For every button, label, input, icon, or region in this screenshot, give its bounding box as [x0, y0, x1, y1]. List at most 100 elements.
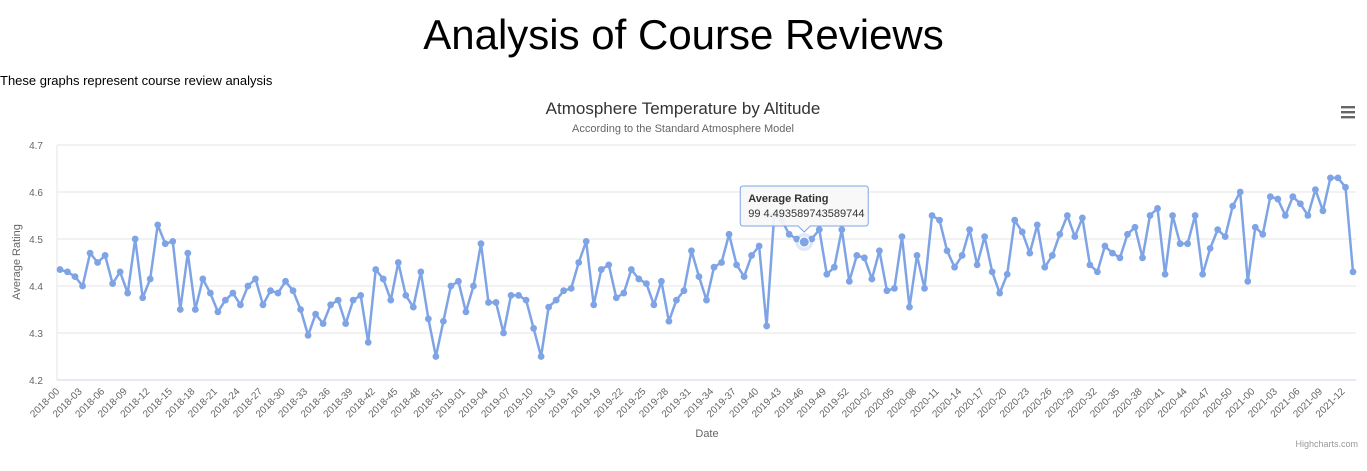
data-point[interactable]: [868, 275, 876, 283]
data-point[interactable]: [447, 282, 455, 290]
data-point[interactable]: [1116, 254, 1124, 262]
data-point[interactable]: [267, 287, 274, 295]
data-point[interactable]: [748, 252, 756, 259]
line-chart[interactable]: Atmosphere Temperature by Altitude Accor…: [0, 90, 1367, 465]
data-point[interactable]: [252, 275, 259, 283]
data-point[interactable]: [1003, 270, 1011, 278]
data-point[interactable]: [364, 339, 372, 346]
data-point[interactable]: [507, 292, 515, 299]
data-point[interactable]: [206, 289, 214, 297]
data-point[interactable]: [432, 353, 440, 360]
data-point[interactable]: [1071, 233, 1079, 241]
data-point[interactable]: [71, 273, 79, 280]
data-point[interactable]: [319, 320, 327, 327]
data-point[interactable]: [424, 315, 432, 323]
data-point[interactable]: [349, 296, 357, 304]
data-point[interactable]: [470, 282, 477, 290]
data-point[interactable]: [1274, 195, 1282, 203]
data-point[interactable]: [334, 296, 342, 304]
data-point[interactable]: [988, 268, 996, 276]
data-point[interactable]: [274, 289, 282, 297]
data-point[interactable]: [1063, 212, 1071, 219]
data-point[interactable]: [169, 237, 177, 245]
data-point[interactable]: [921, 284, 928, 292]
data-point[interactable]: [417, 268, 425, 276]
data-point[interactable]: [673, 296, 680, 304]
data-point[interactable]: [1139, 254, 1146, 262]
data-point[interactable]: [552, 296, 560, 304]
data-point[interactable]: [139, 294, 147, 302]
data-point[interactable]: [477, 240, 485, 248]
data-point[interactable]: [657, 277, 665, 285]
data-point[interactable]: [1349, 268, 1357, 276]
data-point[interactable]: [289, 287, 297, 295]
data-point[interactable]: [1018, 228, 1026, 236]
data-point[interactable]: [808, 235, 816, 243]
data-point[interactable]: [455, 277, 462, 285]
data-point[interactable]: [237, 301, 244, 309]
data-point[interactable]: [1199, 270, 1207, 278]
data-point[interactable]: [1327, 174, 1334, 182]
data-point[interactable]: [1251, 223, 1259, 231]
data-point[interactable]: [1334, 174, 1342, 182]
data-point[interactable]: [1026, 249, 1034, 257]
data-point[interactable]: [830, 263, 838, 271]
data-point[interactable]: [1184, 240, 1192, 248]
data-point[interactable]: [883, 287, 891, 295]
data-point[interactable]: [79, 282, 86, 290]
data-point[interactable]: [650, 301, 658, 309]
data-point[interactable]: [740, 273, 748, 280]
data-point[interactable]: [394, 259, 402, 266]
data-point[interactable]: [176, 306, 184, 313]
data-point[interactable]: [109, 280, 117, 288]
data-point[interactable]: [537, 353, 545, 360]
data-point[interactable]: [1221, 233, 1229, 241]
data-point[interactable]: [793, 235, 801, 243]
data-point[interactable]: [1342, 183, 1349, 191]
data-point[interactable]: [154, 221, 162, 229]
data-point[interactable]: [575, 259, 583, 266]
data-point[interactable]: [409, 303, 417, 311]
data-point[interactable]: [567, 284, 575, 292]
data-point[interactable]: [966, 226, 974, 234]
data-point[interactable]: [958, 252, 966, 259]
data-point[interactable]: [853, 252, 861, 259]
data-point[interactable]: [1319, 207, 1327, 215]
data-point[interactable]: [876, 247, 883, 255]
data-point[interactable]: [327, 301, 335, 309]
data-point[interactable]: [387, 296, 395, 304]
data-point[interactable]: [1094, 268, 1101, 276]
data-point[interactable]: [845, 277, 853, 285]
data-point[interactable]: [680, 287, 688, 295]
data-point[interactable]: [1101, 242, 1109, 250]
data-point[interactable]: [642, 280, 650, 288]
data-point[interactable]: [1146, 212, 1154, 219]
data-point[interactable]: [1191, 212, 1199, 219]
data-point[interactable]: [627, 266, 635, 273]
data-point[interactable]: [1086, 261, 1094, 269]
data-point[interactable]: [560, 287, 568, 295]
data-point[interactable]: [492, 299, 500, 306]
data-point[interactable]: [161, 240, 169, 248]
data-point[interactable]: [86, 249, 94, 257]
data-point[interactable]: [1266, 193, 1274, 201]
data-point[interactable]: [229, 289, 237, 297]
data-point[interactable]: [1304, 212, 1312, 219]
data-point[interactable]: [906, 303, 913, 311]
data-point[interactable]: [981, 233, 989, 241]
series-average-rating[interactable]: [56, 174, 1357, 360]
data-point[interactable]: [823, 270, 831, 278]
data-point[interactable]: [838, 226, 846, 234]
data-point[interactable]: [1206, 245, 1214, 252]
data-point[interactable]: [1296, 200, 1304, 208]
data-point[interactable]: [1056, 230, 1064, 238]
data-point[interactable]: [1078, 214, 1086, 222]
data-point[interactable]: [515, 292, 522, 299]
data-point[interactable]: [898, 233, 906, 241]
data-point[interactable]: [815, 226, 823, 234]
data-point[interactable]: [116, 268, 124, 276]
data-point[interactable]: [124, 289, 132, 297]
data-point[interactable]: [605, 261, 613, 269]
data-point[interactable]: [402, 292, 410, 299]
data-point[interactable]: [1041, 263, 1049, 271]
